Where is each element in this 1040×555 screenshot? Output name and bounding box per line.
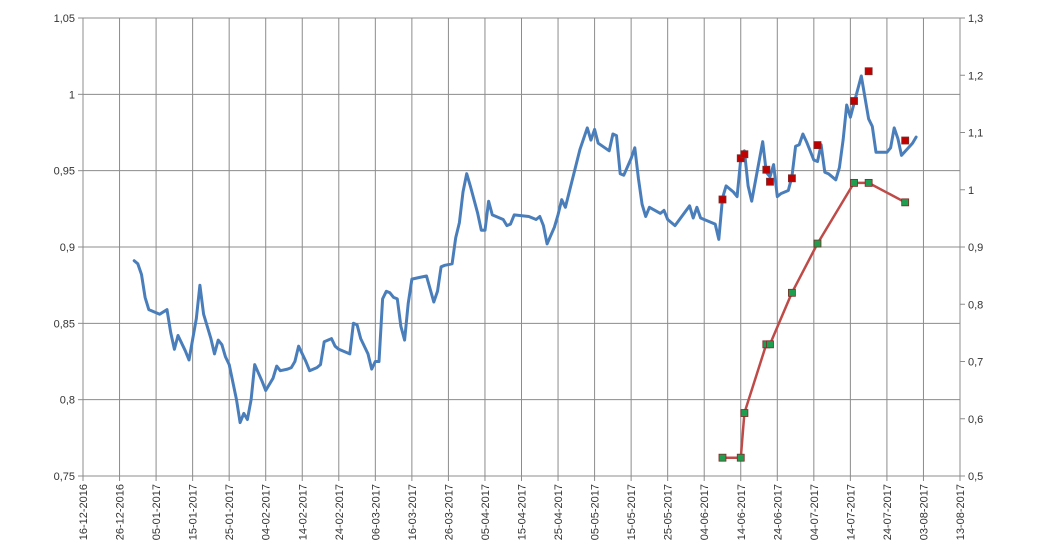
- series-1-marker: [736, 453, 745, 462]
- x-tick-label: 15-01-2017: [188, 484, 200, 540]
- x-tick-label: 14-07-2017: [845, 484, 857, 540]
- y-left-tick-label: 0,95: [54, 166, 75, 178]
- y-left-tick-label: 1: [69, 89, 75, 101]
- y-right-tick-label: 1,1: [968, 128, 983, 140]
- y-right-tick-label: 0,5: [968, 471, 983, 483]
- series-2-marker: [766, 177, 774, 186]
- series-1-marker: [718, 453, 727, 462]
- x-tick-label: 15-05-2017: [626, 484, 638, 540]
- x-tick-label: 26-12-2016: [115, 484, 127, 540]
- y-right-tick-label: 0,8: [968, 299, 983, 311]
- axes: [78, 17, 965, 481]
- series-1-marker: [864, 178, 873, 187]
- gridlines: [83, 17, 961, 476]
- x-tick-label: 14-02-2017: [297, 484, 309, 540]
- y-left-tick-label: 1,05: [54, 13, 75, 25]
- x-tick-label: 04-07-2017: [809, 484, 821, 540]
- series-1-marker: [766, 340, 774, 349]
- x-tick-label: 13-08-2017: [955, 484, 967, 540]
- y-left-tick-label: 0,8: [60, 395, 75, 407]
- y-right-tick-label: 1: [968, 185, 974, 197]
- series-1-marker: [740, 409, 749, 417]
- x-tick-label: 24-06-2017: [772, 484, 784, 540]
- x-tick-label: 25-04-2017: [553, 484, 565, 540]
- x-tick-label: 04-06-2017: [699, 484, 711, 540]
- x-tick-label: 25-05-2017: [663, 484, 675, 540]
- y-left-tick-label: 0,75: [54, 471, 75, 483]
- series-2-marker: [813, 141, 822, 149]
- series-1-marker: [901, 198, 910, 207]
- series-2-marker: [788, 174, 796, 183]
- series-1-marker: [788, 288, 796, 297]
- y-right-tick-label: 1,2: [968, 70, 983, 82]
- x-tick-label: 26-03-2017: [443, 484, 455, 540]
- tick-labels: 16-12-2016 26-12-2016 05-01-2017 15-01-2017…: [54, 13, 984, 540]
- x-tick-label: 05-04-2017: [480, 484, 492, 540]
- series: [132, 67, 918, 462]
- series-2-marker: [901, 136, 910, 145]
- x-tick-label: 14-06-2017: [736, 484, 748, 540]
- series-1-marker: [850, 178, 858, 187]
- series-2-marker: [850, 97, 858, 105]
- y-right-tick-label: 0,7: [968, 357, 983, 369]
- y-right-tick-label: 0,6: [968, 414, 983, 426]
- x-tick-label: 24-02-2017: [334, 484, 346, 540]
- x-tick-label: 15-04-2017: [517, 484, 529, 540]
- y-right-tick-label: 1,3: [968, 13, 983, 25]
- x-tick-label: 04-02-2017: [261, 484, 273, 540]
- x-tick-label: 16-03-2017: [407, 484, 419, 540]
- series-1-marker: [813, 239, 822, 248]
- x-tick-label: 05-01-2017: [151, 484, 163, 540]
- y-left-tick-label: 0,85: [54, 318, 75, 330]
- x-tick-label: 06-03-2017: [370, 484, 382, 540]
- x-tick-label: 16-12-2016: [78, 484, 90, 540]
- x-tick-label: 05-05-2017: [590, 484, 602, 540]
- series-2-marker: [762, 165, 771, 174]
- y-left-tick-label: 0,9: [60, 242, 75, 254]
- x-tick-label: 25-01-2017: [224, 484, 236, 540]
- y-right-tick-label: 0,9: [968, 242, 983, 254]
- series-2-marker: [864, 67, 873, 76]
- series-2-marker: [718, 195, 727, 204]
- x-tick-label: 03-08-2017: [918, 484, 930, 540]
- series-1-line: [721, 181, 907, 459]
- x-tick-label: 24-07-2017: [882, 484, 894, 540]
- series-0-line: [132, 74, 918, 425]
- series-2-marker: [740, 150, 749, 159]
